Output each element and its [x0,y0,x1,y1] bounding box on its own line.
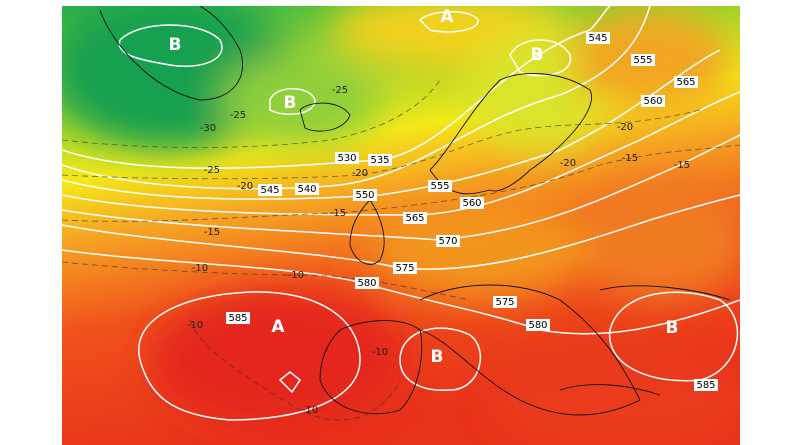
contour-label: 535 [370,155,389,166]
isotherms [62,79,740,421]
temperature-label: -15 [204,227,220,238]
contour-label: 560 [462,198,481,209]
labels: B B A B A B B 545 555 565 560 530 535 545 540 550 555 560… [169,7,718,416]
temperature-label: -15 [674,160,690,171]
contour-label: 545 [260,185,279,196]
contour-label: 555 [430,181,449,192]
contour-label: 555 [633,55,652,66]
pressure-label: A [271,317,285,337]
temperature-label: -20 [560,158,576,169]
contour-label-box [335,152,359,164]
coastlines [99,6,731,416]
contour-label-box [393,262,417,274]
temperature-label: -30 [200,123,216,134]
pressure-label: B [531,45,544,65]
contour-label-box [258,184,282,196]
contour-label: 545 [588,33,607,44]
contour-label: 585 [228,313,247,324]
temperature-label: -25 [230,110,246,121]
contour-label: 575 [495,297,514,308]
temperature-label: -20 [352,168,368,179]
temperature-label: -15 [622,153,638,164]
contour-label-box [674,76,698,88]
temperature-label: -15 [330,208,346,219]
temperature-label: -10 [187,320,203,331]
contour-label-box [641,95,665,107]
contour-label-box [353,189,377,201]
temperature-label: -10 [302,405,318,416]
temperature-label: -25 [204,165,220,176]
contour-label-box [295,183,319,195]
contour-label-box [226,312,250,324]
contour-label: 560 [643,96,662,107]
contour-label: 575 [395,263,414,274]
contour-label-box [355,277,379,289]
pressure-label: B [284,93,297,113]
pressure-label: B [666,318,679,338]
contour-label-box [368,154,392,166]
contour-label: 540 [297,184,316,195]
pressure-label: B [169,35,182,55]
contour-label-box [493,296,517,308]
contour-label-box [403,212,427,224]
contour-label-box [586,32,610,44]
temperature-label: -20 [237,181,253,192]
contour-label: 570 [438,236,457,247]
contour-label: 565 [405,213,424,224]
contour-label-box [460,197,484,209]
contour-label-box [428,180,452,192]
pressure-label: B [431,347,444,367]
contour-label-box [631,54,655,66]
temperature-label: -10 [372,347,388,358]
temperature-label: -10 [192,263,208,274]
contour-label: 550 [355,190,374,201]
contour-label: 530 [337,153,356,164]
contour-label: 580 [357,278,376,289]
contour-label: 585 [696,380,715,391]
contour-label-box [526,319,550,331]
temperature-label: -10 [288,270,304,281]
contour-label-box [694,379,718,391]
contour-label: 565 [676,77,695,88]
contour-label-box [436,235,460,247]
temperature-label: -25 [332,85,348,96]
temperature-label: -20 [617,122,633,133]
contour-label: 580 [528,320,547,331]
pressure-label: A [440,7,454,27]
map-field [62,6,740,445]
